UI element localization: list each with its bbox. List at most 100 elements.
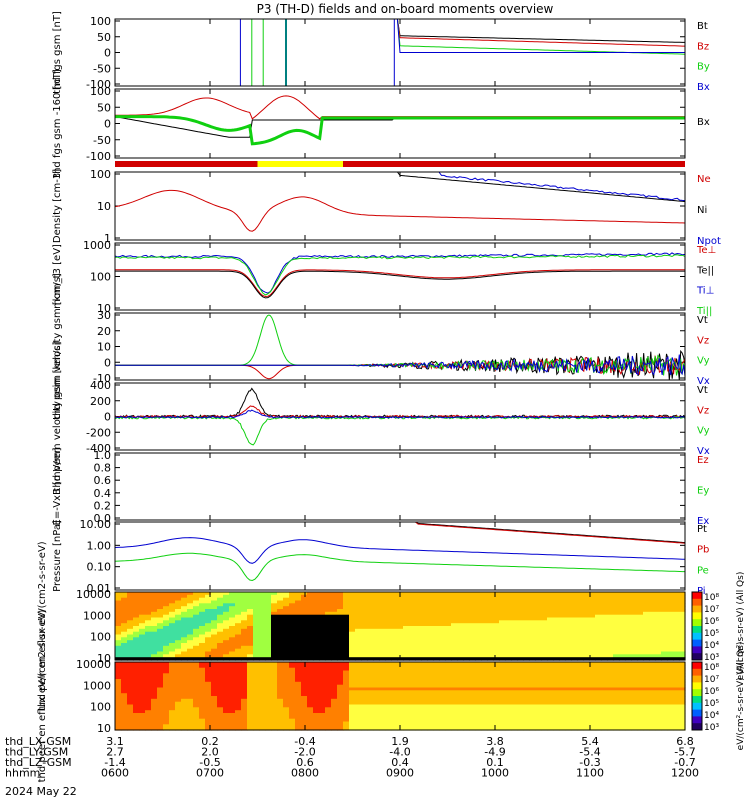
spectrogram-cell	[265, 620, 272, 623]
spectrogram-cell	[235, 612, 242, 615]
spectrogram-cell	[433, 707, 440, 710]
spectrogram-cell	[481, 637, 488, 640]
spectrogram-cell	[295, 620, 302, 623]
spectrogram-cell	[421, 707, 428, 710]
spectrogram-cell	[511, 654, 518, 657]
spectrogram-cell	[493, 637, 500, 640]
spectrogram-cell	[115, 637, 122, 640]
spectrogram-cell	[223, 665, 230, 668]
spectrogram-cell	[457, 629, 464, 632]
spectrogram-cell	[583, 603, 590, 606]
spectrogram-cell	[565, 699, 572, 702]
spectrogram-cell	[235, 707, 242, 710]
spectrogram-cell	[439, 724, 446, 727]
spectrogram-cell	[487, 620, 494, 623]
spectrogram-cell	[439, 673, 446, 676]
spectrogram-cell	[649, 654, 656, 657]
spectrogram-cell	[349, 665, 356, 668]
spectrogram-cell	[385, 603, 392, 606]
spectrogram-cell	[571, 646, 578, 649]
legend-entry: Ey	[697, 486, 709, 497]
spectrogram-cell	[229, 699, 236, 702]
spectrogram-cell	[643, 665, 650, 668]
spectrogram-cell	[583, 699, 590, 702]
spectrogram-cell	[163, 690, 170, 693]
spectrogram-cell	[343, 716, 350, 719]
spectrogram-cell	[427, 603, 434, 606]
spectrogram-cell	[271, 707, 278, 710]
spectrogram-cell	[217, 682, 224, 685]
spectrogram-cell	[199, 654, 206, 657]
spectrogram-cell	[631, 595, 638, 598]
spectrogram-cell	[487, 646, 494, 649]
spectrogram-cell	[499, 629, 506, 632]
spectrogram-cell	[277, 699, 284, 702]
spectrogram-cell	[241, 699, 248, 702]
spectrogram-cell	[631, 682, 638, 685]
spectrogram-cell	[115, 595, 122, 598]
spectrogram-cell	[331, 673, 338, 676]
spectrogram-cell	[511, 682, 518, 685]
spectrogram-cell	[619, 603, 626, 606]
spectrogram-cell	[205, 699, 212, 702]
spectrogram-cell	[505, 716, 512, 719]
spectrogram-cell	[127, 665, 134, 668]
legend-entry: Vt	[697, 315, 708, 326]
spectrogram-cell	[199, 595, 206, 598]
spectrogram-cell	[499, 646, 506, 649]
spectrogram-cell	[637, 690, 644, 693]
spectrogram-cell	[589, 603, 596, 606]
spectrogram-cell	[589, 629, 596, 632]
spectrogram-cell	[553, 699, 560, 702]
spectrogram-cell	[223, 707, 230, 710]
spectrogram-cell	[469, 665, 476, 668]
spectrogram-cell	[277, 707, 284, 710]
spectrogram-cell	[217, 595, 224, 598]
spectrogram-cell	[229, 612, 236, 615]
spectrogram-cell	[547, 595, 554, 598]
spectrogram-cell	[637, 699, 644, 702]
spectrogram-cell	[277, 665, 284, 668]
spectrogram-cell	[661, 654, 668, 657]
spectrogram-cell	[553, 690, 560, 693]
spectrogram-cell	[295, 690, 302, 693]
spectrogram-cell	[565, 603, 572, 606]
spectrogram-cell	[229, 654, 236, 657]
spectrogram-cell	[643, 707, 650, 710]
spectrogram-cell	[265, 699, 272, 702]
spectrogram-cell	[223, 629, 230, 632]
spectrogram-cell	[535, 716, 542, 719]
spectrogram-cell	[493, 699, 500, 702]
spectrogram-cell	[655, 603, 662, 606]
spectrogram-cell	[505, 646, 512, 649]
spectrogram-cell	[181, 637, 188, 640]
spectrogram-cell	[607, 682, 614, 685]
spectrogram-cell	[481, 716, 488, 719]
spectrogram-cell	[523, 629, 530, 632]
spectrogram-cell	[313, 716, 320, 719]
spectrogram-cell	[247, 699, 254, 702]
spectrogram-cell	[157, 603, 164, 606]
spectrogram-cell	[571, 637, 578, 640]
spectrogram-cell	[181, 629, 188, 632]
spectrogram-cell	[541, 612, 548, 615]
spectrogram-cell	[475, 629, 482, 632]
spectrogram-cell	[145, 699, 152, 702]
spectrogram-cell	[529, 716, 536, 719]
colorbar-segment	[692, 696, 702, 703]
spectrogram-cell	[421, 612, 428, 615]
spectrogram-cell	[217, 716, 224, 719]
spectrogram-cell	[415, 637, 422, 640]
spectrogram-cell	[265, 690, 272, 693]
spectrogram-cell	[607, 716, 614, 719]
legend-entry: Ne	[697, 174, 711, 185]
spectrogram-cell	[235, 673, 242, 676]
spectrogram-cell	[397, 673, 404, 676]
spectrogram-cell	[619, 612, 626, 615]
spectrogram-cell	[259, 665, 266, 668]
orbit-bar-segment	[343, 161, 685, 167]
spectrogram-cell	[391, 620, 398, 623]
spectrogram-cell	[649, 629, 656, 632]
spectrogram-cell	[205, 690, 212, 693]
spectrogram-cell	[637, 716, 644, 719]
